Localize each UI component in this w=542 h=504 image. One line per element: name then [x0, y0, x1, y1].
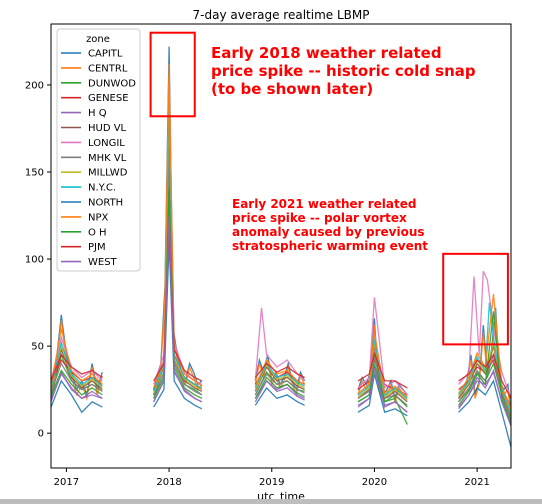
legend-label: CAPITL	[88, 49, 123, 60]
highlight-box-1	[149, 31, 196, 118]
annotation-2021-line-3: anomaly caused by previous	[232, 225, 425, 239]
x-tick-label: 2020	[362, 477, 387, 488]
annotation-2018-line-3: (to be shown later)	[211, 80, 373, 98]
y-tick-label: 150	[25, 168, 44, 179]
legend-title: zone	[86, 34, 110, 45]
legend-label: WEST	[88, 257, 118, 268]
legend-label: NORTH	[88, 198, 123, 209]
y-tick-label: 50	[31, 342, 44, 353]
legend: zone CAPITL CENTRL DUNWOD GENESE H Q HUD VL LO…	[56, 28, 141, 272]
x-axis: 2017 2018 2019 2020 2021	[54, 468, 490, 488]
series-layer	[50, 46, 512, 448]
legend-label: CENTRL	[88, 63, 128, 74]
legend-label: GENESE	[88, 93, 129, 104]
y-tick-label: 100	[25, 255, 44, 266]
x-tick-label: 2017	[54, 477, 79, 488]
annotation-2021-line-2: price spike -- polar vortex	[232, 211, 407, 225]
bottom-scrollbar[interactable]	[0, 499, 542, 504]
series-line-north	[50, 241, 512, 448]
legend-label: N.Y.C.	[88, 183, 116, 194]
legend-label: O H	[88, 227, 107, 238]
annotation-2021: Early 2021 weather related price spike -…	[232, 197, 428, 253]
y-tick-label: 200	[25, 80, 44, 91]
x-tick-label: 2018	[156, 477, 181, 488]
annotation-2021-line-4: stratospheric warming event	[232, 239, 428, 253]
legend-label: MILLWD	[88, 168, 128, 179]
annotation-2018-line-1: Early 2018 weather related	[211, 44, 442, 62]
highlight-box-2	[442, 252, 509, 346]
series-line-west	[50, 215, 512, 427]
annotation-2021-line-1: Early 2021 weather related	[232, 197, 416, 211]
legend-label: MHK VL	[88, 153, 127, 164]
annotation-2018-line-2: price spike -- historic cold snap	[211, 62, 476, 80]
legend-box	[56, 28, 141, 272]
y-tick-label: 0	[38, 429, 44, 440]
annotation-2018: Early 2018 weather related price spike -…	[211, 44, 476, 98]
legend-label: DUNWOD	[88, 78, 136, 89]
x-tick-label: 2019	[259, 477, 284, 488]
x-tick-label: 2021	[464, 477, 489, 488]
legend-label: PJM	[88, 242, 106, 253]
legend-label: HUD VL	[88, 123, 127, 134]
plot-frame	[50, 23, 512, 469]
legend-label: NPX	[88, 212, 109, 223]
highlight-boxes	[149, 31, 509, 346]
legend-entries: CAPITL CENTRL DUNWOD GENESE H Q HUD VL LONGIL M…	[61, 49, 136, 268]
chart-title: 7-day average realtime LBMP	[193, 8, 370, 22]
series-line-pjm	[50, 224, 512, 399]
legend-label: H Q	[88, 108, 107, 119]
legend-label: LONGIL	[88, 138, 125, 149]
y-axis: 0 50 100 150 200	[25, 80, 51, 440]
